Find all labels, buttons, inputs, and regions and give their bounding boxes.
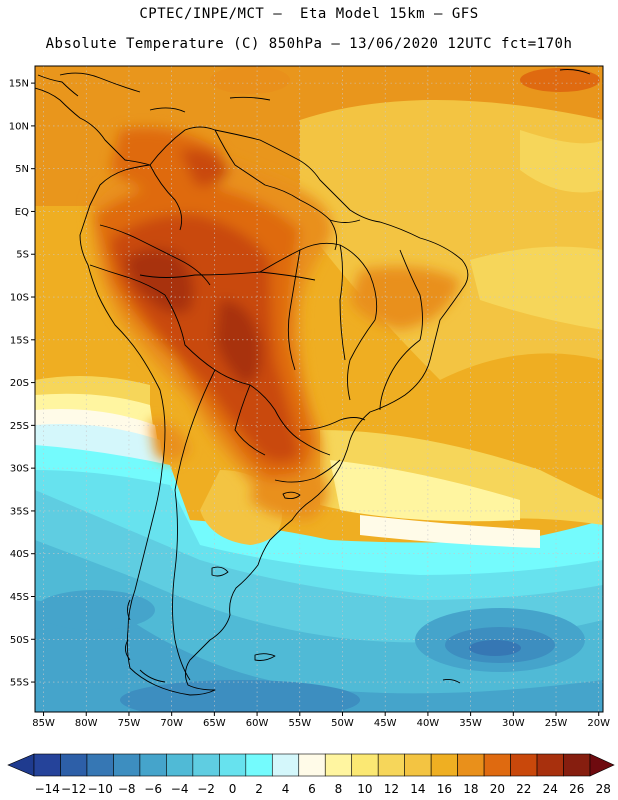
- latitude-axis: 15N 10N 5N EQ 5S 10S 15S 20S 25S 30S 35S 40S 45S 50S 5…: [9, 79, 35, 689]
- map-title-line2: Absolute Temperature (C) 850hPa – 13/06/…: [45, 36, 573, 52]
- lon-tick-label: 85W: [32, 718, 55, 729]
- colorbar-label: 6: [308, 782, 316, 796]
- temperature-colorbar: −14 −12 −10 −8 −6 −4 −2 0 2 4 6 8 10 12 14 16 18 20 22 24 26…: [7, 753, 615, 796]
- colorbar-label: −14: [35, 782, 60, 796]
- colorbar-swatch: [113, 753, 141, 777]
- colorbar-label: 2: [255, 782, 263, 796]
- colorbar-swatch: [86, 753, 114, 777]
- lat-tick-label: 15N: [9, 79, 29, 90]
- lon-tick-label: 75W: [118, 718, 141, 729]
- colorbar-swatch: [404, 753, 432, 777]
- colorbar-swatch: [536, 753, 564, 777]
- colorbar-swatch: [563, 753, 591, 777]
- colorbar-label: 26: [569, 782, 584, 796]
- lat-tick-label: EQ: [15, 207, 29, 218]
- colorbar-swatch: [298, 753, 326, 777]
- colorbar-label: 20: [490, 782, 505, 796]
- colorbar-swatch: [33, 753, 61, 777]
- graticule: [35, 66, 603, 712]
- colorbar-swatch: [510, 753, 538, 777]
- colorbar-swatch: [430, 753, 458, 777]
- colorbar-swatch: [351, 753, 379, 777]
- colorbar-label: −12: [61, 782, 86, 796]
- colorbar-label: −10: [88, 782, 113, 796]
- colorbar-label: 16: [437, 782, 452, 796]
- colorbar-swatch: [457, 753, 485, 777]
- lon-tick-label: 20W: [587, 718, 610, 729]
- lon-tick-label: 70W: [160, 718, 183, 729]
- colorbar-label: 28: [596, 782, 611, 796]
- colorbar-swatch: [324, 753, 353, 777]
- colorbar-label: 8: [335, 782, 343, 796]
- colorbar-label: −2: [197, 782, 215, 796]
- colorbar-label: −6: [144, 782, 162, 796]
- colorbar-label: 24: [543, 782, 558, 796]
- lon-tick-label: 55W: [288, 718, 311, 729]
- colorbar-swatch: [245, 753, 273, 777]
- temperature-field: [35, 66, 603, 712]
- colorbar-label: −8: [118, 782, 136, 796]
- map-frame: [34, 65, 604, 713]
- colorbar-swatch: [377, 753, 405, 777]
- colorbar-swatch: [271, 753, 300, 777]
- lat-tick-label: 10S: [10, 293, 29, 304]
- lat-tick-label: 5N: [15, 164, 29, 175]
- lon-tick-label: 40W: [417, 718, 440, 729]
- lon-tick-label: 60W: [246, 718, 269, 729]
- colorbar-swatch: [192, 753, 220, 777]
- lat-tick-label: 10N: [9, 121, 29, 132]
- lon-tick-label: 45W: [374, 718, 397, 729]
- colorbar-under-arrow: [7, 753, 35, 777]
- colorbar-swatch: [139, 753, 167, 777]
- colorbar-swatch: [219, 753, 247, 777]
- colorbar-swatch: [483, 753, 511, 777]
- lat-tick-label: 15S: [10, 335, 29, 346]
- lat-tick-label: 5S: [16, 250, 29, 261]
- lat-tick-label: 20S: [10, 378, 29, 389]
- lon-tick-label: 35W: [459, 718, 482, 729]
- lon-tick-label: 25W: [545, 718, 568, 729]
- colorbar-label: 12: [384, 782, 399, 796]
- colorbar-label: 22: [516, 782, 531, 796]
- colorbar-over-arrow: [589, 753, 615, 777]
- colorbar-label: 10: [357, 782, 372, 796]
- lon-tick-label: 65W: [203, 718, 226, 729]
- map-title-line1: CPTEC/INPE/MCT – Eta Model 15km – GFS: [139, 6, 479, 22]
- lat-tick-label: 45S: [10, 592, 29, 603]
- lat-tick-label: 50S: [10, 635, 29, 646]
- colorbar-label: −4: [171, 782, 189, 796]
- coastlines-and-borders: [35, 69, 591, 696]
- colorbar-label: 4: [282, 782, 290, 796]
- longitude-axis: 85W 80W 75W 70W 65W 60W 55W 50W 45W 40W 35W 30W 25W 2…: [32, 712, 610, 729]
- lon-tick-label: 50W: [331, 718, 354, 729]
- lon-tick-label: 80W: [75, 718, 98, 729]
- colorbar-label: 0: [229, 782, 237, 796]
- lat-tick-label: 40S: [10, 549, 29, 560]
- colorbar-label: 14: [410, 782, 425, 796]
- lat-tick-label: 30S: [10, 464, 29, 475]
- lat-tick-label: 25S: [10, 421, 29, 432]
- colorbar-swatch: [60, 753, 88, 777]
- colorbar-label: 18: [463, 782, 478, 796]
- lon-tick-label: 30W: [502, 718, 525, 729]
- lat-tick-label: 55S: [10, 678, 29, 689]
- lat-tick-label: 35S: [10, 506, 29, 517]
- colorbar-swatch: [166, 753, 194, 777]
